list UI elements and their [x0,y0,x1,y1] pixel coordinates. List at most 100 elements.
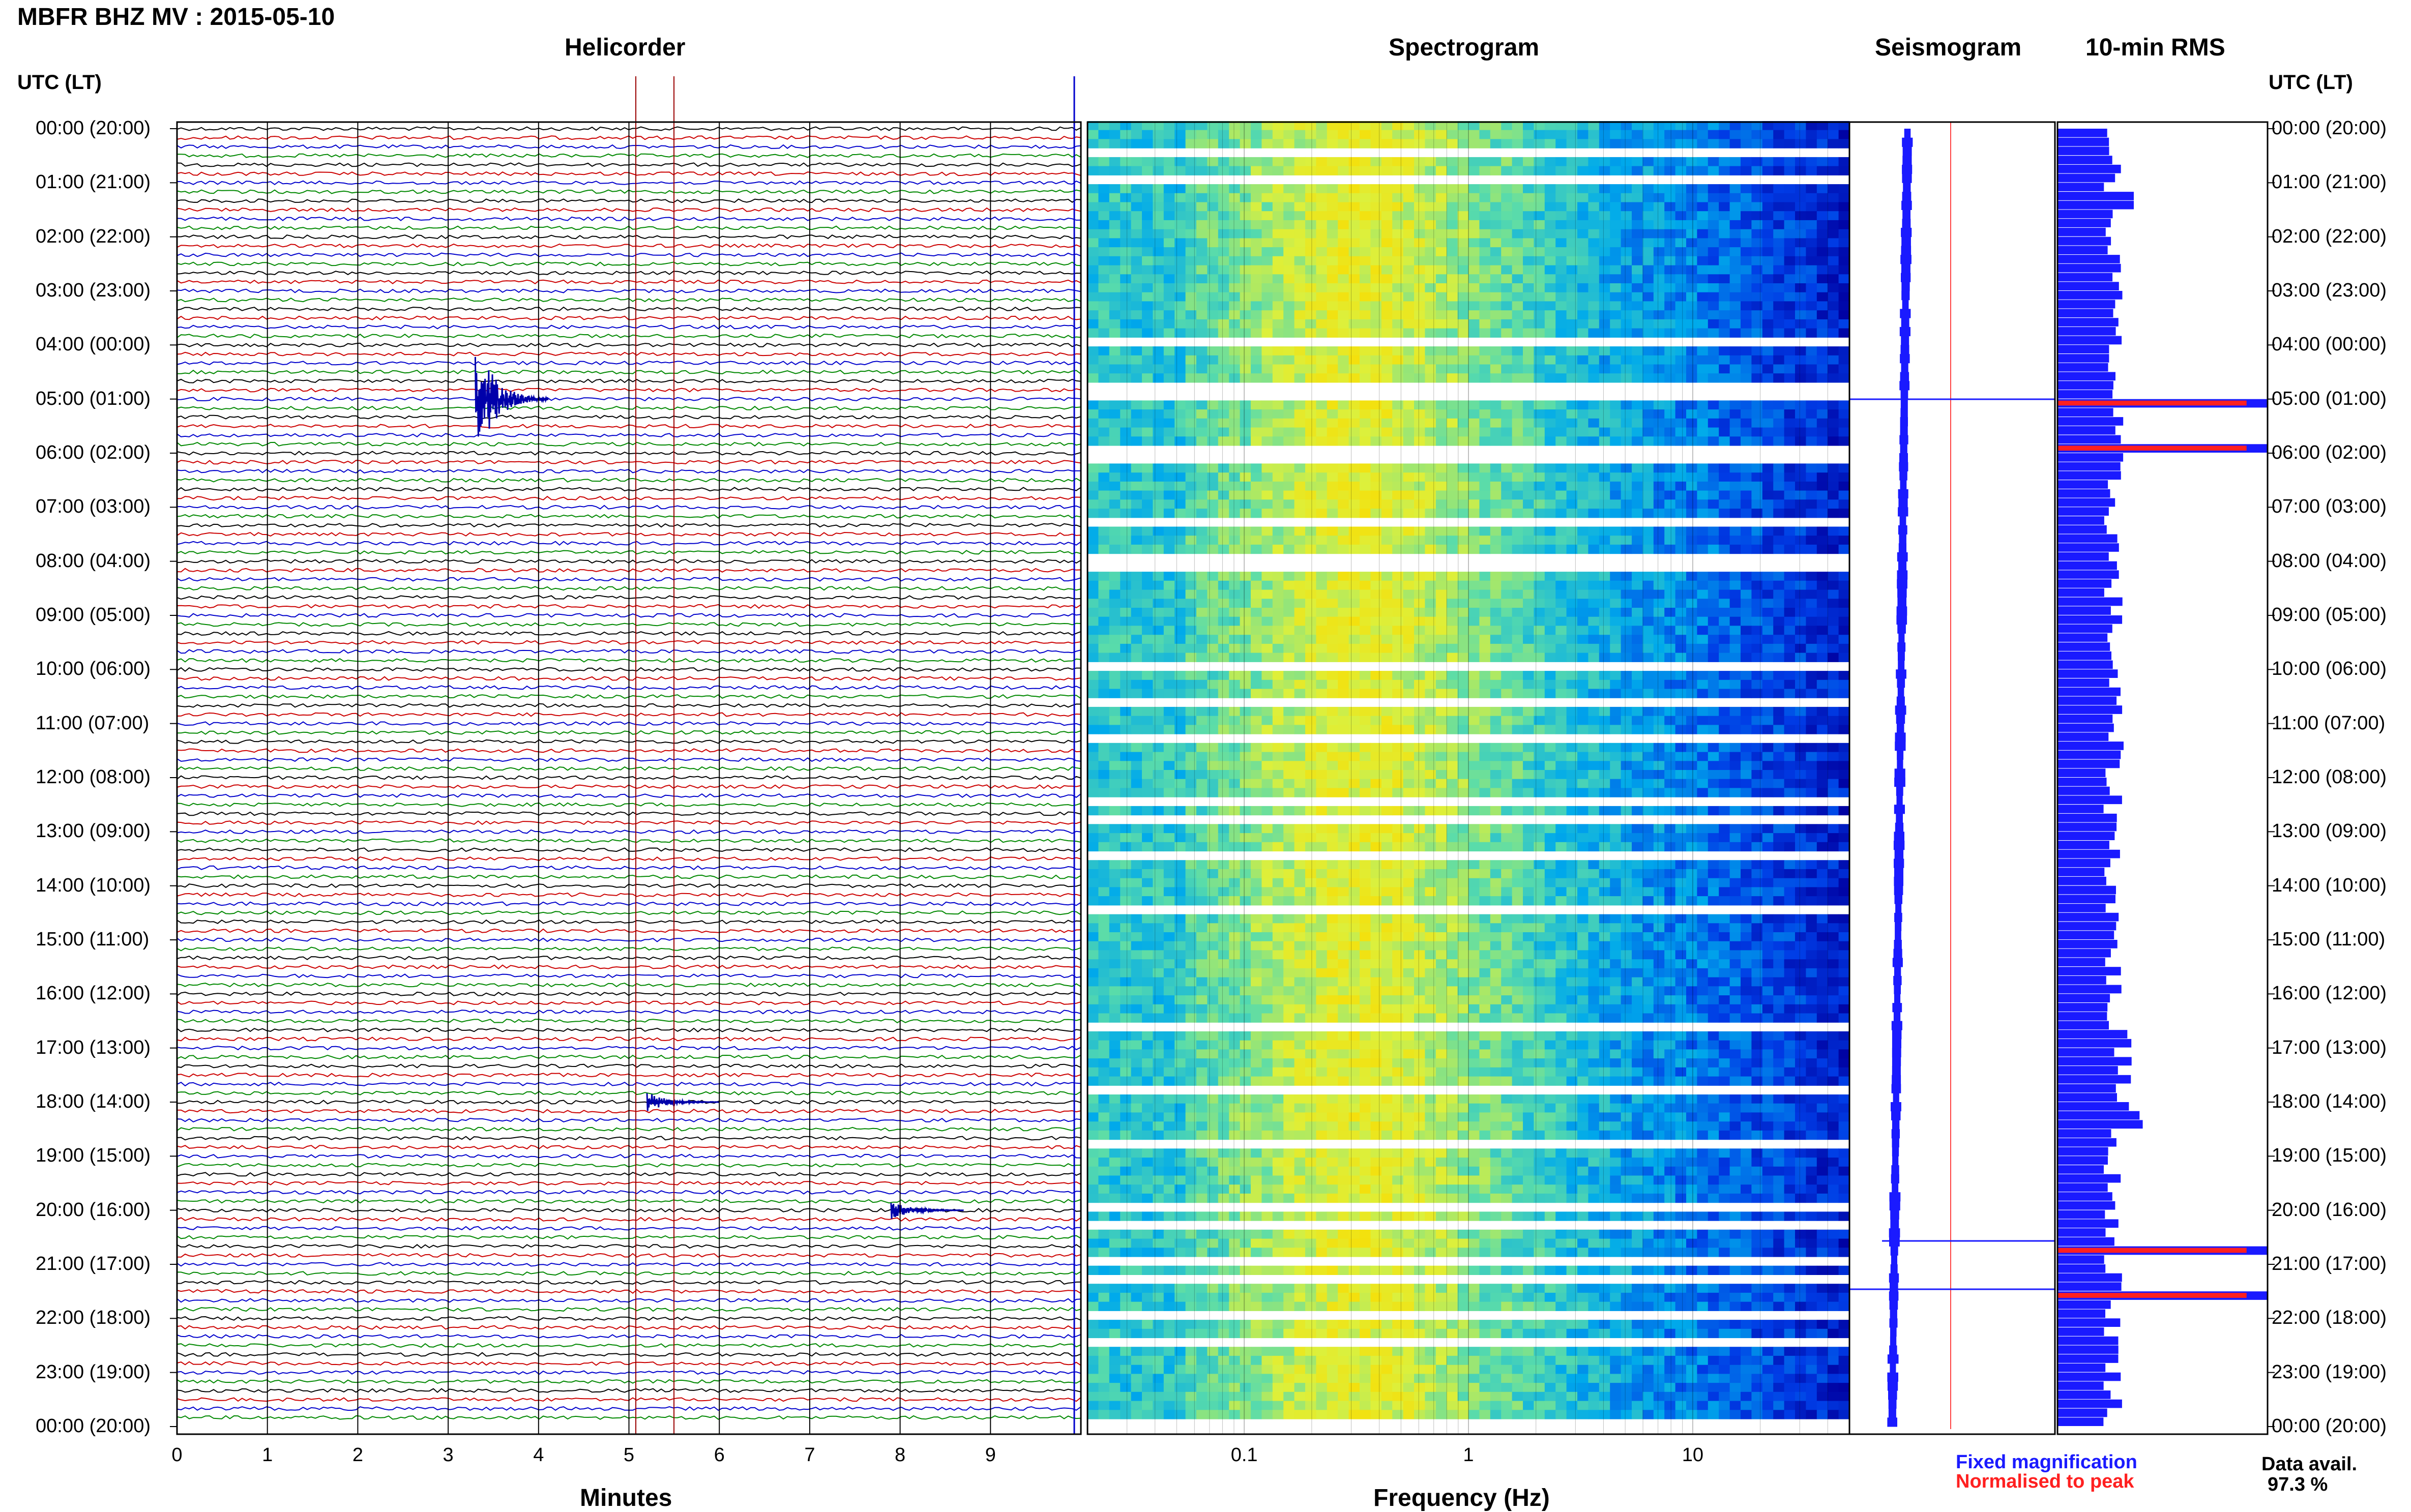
spectrogram-cell [1098,509,1109,518]
spectrogram-cell [1273,635,1284,644]
spectrogram-cell [1120,283,1131,292]
spectrogram-cell [1567,157,1578,166]
spectrogram-cell [1839,617,1850,626]
spectrogram-cell [1654,626,1665,635]
spectrogram-cell [1305,247,1316,256]
spectrogram-cell [1338,581,1349,590]
spectrogram-cell [1567,545,1578,554]
spectrogram-cell [1719,220,1730,229]
spectrogram-cell [1436,355,1447,365]
spectrogram-cell [1599,400,1610,409]
spectrogram-cell [1828,680,1839,689]
spectrogram-cell [1436,365,1447,374]
spectrogram-cell [1261,220,1273,229]
spectrogram-cell [1719,193,1730,202]
spectrogram-cell [1392,743,1403,752]
spectrogram-cell [1120,319,1131,329]
spectrogram-cell [1697,581,1708,590]
spectrogram-cell [1642,166,1654,175]
spectrogram-cell [1240,283,1251,292]
spectrogram-cell [1621,463,1632,472]
spectrogram-cell [1349,689,1360,698]
spectrogram-cell [1360,274,1371,283]
spectrogram-cell [1621,509,1632,518]
spectrogram-cell [1283,292,1295,302]
spectrogram-cell [1349,247,1360,256]
spectrogram-cell [1087,617,1099,626]
spectrogram-cell [1186,211,1197,220]
spectrogram-cell [1773,202,1784,212]
spectrogram-cell [1762,788,1774,797]
spectrogram-cell [1458,419,1469,428]
spectrogram-cell [1741,833,1752,842]
spectrogram-cell [1261,824,1273,833]
spectrogram-cell [1828,725,1839,734]
spectrogram-cell [1730,409,1741,419]
spectrogram-cell [1610,842,1621,851]
spectrogram-cell [1273,527,1284,536]
spectrogram-cell [1403,202,1415,212]
spectrogram-cell [1534,130,1545,139]
spectrogram-cell [1588,472,1599,482]
spectrogram-cell [1142,644,1153,653]
spectrogram-cell [1436,833,1447,842]
spectrogram-cell [1403,346,1415,355]
spectrogram-cell [1654,346,1665,355]
spectrogram-cell [1708,833,1719,842]
spectrogram-cell [1577,274,1589,283]
spectrogram-cell [1577,770,1589,779]
spectrogram-cell [1392,229,1403,239]
spectrogram-cell [1207,463,1218,472]
spectrogram-cell [1087,707,1099,716]
spectrogram-cell [1392,581,1403,590]
spectrogram-cell [1632,824,1643,833]
spectrogram-cell [1642,869,1654,878]
spectrogram-cell [1186,157,1197,166]
spectrogram-cell [1153,761,1164,770]
spectrogram-cell [1186,824,1197,833]
spectrogram-cell [1142,130,1153,139]
spectrogram-cell [1545,752,1556,761]
spectrogram-cell [1447,130,1458,139]
spectrogram-cell [1610,626,1621,635]
spectrogram-cell [1360,860,1371,869]
spectrogram-cell [1436,491,1447,500]
spectrogram-cell [1207,590,1218,599]
spectrogram-cell [1186,247,1197,256]
spectrogram-cell [1109,365,1121,374]
spectrogram-cell [1283,329,1295,338]
spectrogram-cell [1762,283,1774,292]
spectrogram-cell [1632,608,1643,617]
spectrogram-cell [1555,608,1567,617]
spectrogram-cell [1338,545,1349,554]
spectrogram-cell [1436,716,1447,725]
spectrogram-cell [1458,355,1469,365]
spectrogram-cell [1207,680,1218,689]
spectrogram-cell [1555,319,1567,329]
spectrogram-cell [1305,238,1316,247]
spectrogram-cell [1817,274,1828,283]
spectrogram-cell [1273,617,1284,626]
spectrogram-cell [1458,788,1469,797]
spectrogram-cell [1360,572,1371,581]
spectrogram-cell [1534,752,1545,761]
spectrogram-cell [1708,166,1719,175]
spectrogram-cell [1261,770,1273,779]
spectrogram-cell [1523,472,1534,482]
spectrogram-cell [1686,842,1697,851]
spectrogram-cell [1468,157,1480,166]
spectrogram-cell [1164,409,1175,419]
spectrogram-cell [1468,527,1480,536]
spectrogram-cell [1773,833,1784,842]
spectrogram-cell [1174,472,1186,482]
spectrogram-cell [1523,365,1534,374]
spectrogram-cell [1599,265,1610,275]
spectrogram-cell [1708,824,1719,833]
spectrogram-cell [1381,400,1393,409]
spectrogram-cell [1468,346,1480,355]
spectrogram-cell [1207,860,1218,869]
spectrogram-cell [1523,644,1534,653]
spectrogram-cell [1174,824,1186,833]
spectrogram-cell [1610,292,1621,302]
spectrogram-cell [1240,365,1251,374]
